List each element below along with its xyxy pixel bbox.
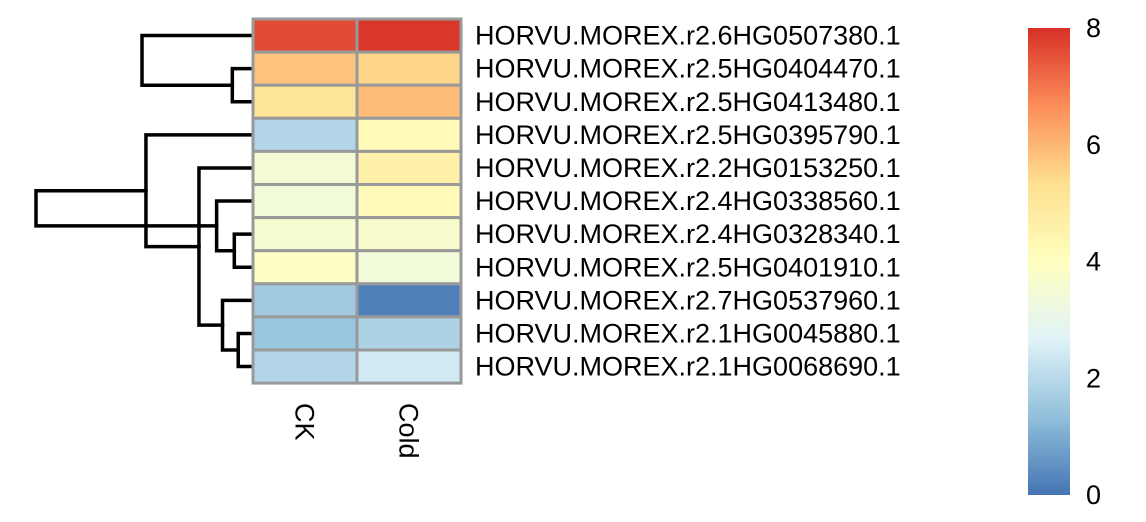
color-legend: 0 2 4 6 8	[1028, 13, 1101, 510]
row-label: HORVU.MOREX.r2.5HG0413480.1	[475, 87, 901, 117]
heatmap-cell	[355, 348, 463, 385]
legend-tick-label: 8	[1086, 13, 1101, 43]
heatmap-cell	[355, 216, 463, 253]
dendrogram-branch	[220, 298, 252, 352]
heatmap-cell	[251, 183, 359, 220]
dendrogram-branch	[140, 33, 252, 87]
heatmap-cell	[355, 149, 463, 186]
row-label: HORVU.MOREX.r2.1HG0045880.1	[475, 318, 901, 348]
dendrogram-branch	[230, 66, 252, 104]
row-label: HORVU.MOREX.r2.5HG0401910.1	[475, 252, 901, 282]
row-dendrogram	[34, 33, 252, 369]
row-label: HORVU.MOREX.r2.2HG0153250.1	[475, 153, 901, 183]
legend-tick-label: 2	[1086, 363, 1101, 393]
column-label: Cold	[394, 403, 424, 459]
heatmap-cell	[251, 249, 359, 286]
heatmap-cell	[355, 83, 463, 120]
heatmap-cell	[355, 315, 463, 352]
row-label: HORVU.MOREX.r2.7HG0537960.1	[475, 285, 901, 315]
heatmap-cell	[355, 116, 463, 153]
heatmap-cell	[251, 149, 359, 186]
heatmap-cell	[251, 216, 359, 253]
heatmap-cell	[251, 348, 359, 385]
dendrogram-branch	[236, 331, 252, 369]
heatmap-cell	[355, 50, 463, 87]
color-legend-bar	[1028, 28, 1070, 495]
row-label: HORVU.MOREX.r2.5HG0395790.1	[475, 120, 901, 150]
row-label: HORVU.MOREX.r2.5HG0404470.1	[475, 54, 901, 84]
heatmap-cells	[251, 17, 463, 385]
heatmap-cell	[251, 17, 359, 54]
legend-tick-label: 4	[1086, 247, 1101, 277]
heatmap-cell	[251, 282, 359, 319]
heatmap-cell	[251, 50, 359, 87]
column-labels: CK Cold	[290, 403, 424, 459]
column-label: CK	[290, 403, 320, 441]
row-label: HORVU.MOREX.r2.6HG0507380.1	[475, 21, 901, 51]
row-label: HORVU.MOREX.r2.1HG0068690.1	[475, 352, 901, 382]
legend-tick-label: 0	[1086, 480, 1101, 510]
row-label: HORVU.MOREX.r2.4HG0328340.1	[475, 219, 901, 249]
heatmap-cell	[355, 249, 463, 286]
row-label: HORVU.MOREX.r2.4HG0338560.1	[475, 186, 901, 216]
legend-tick-label: 6	[1086, 130, 1101, 160]
dendrogram-branch	[232, 232, 252, 269]
heatmap-cell	[355, 17, 463, 54]
heatmap-cell	[251, 83, 359, 120]
heatmap-cell	[251, 315, 359, 352]
heatmap-cell	[251, 116, 359, 153]
dendrogram-branch	[34, 188, 219, 228]
heatmap-cell	[355, 183, 463, 220]
heatmap-cell	[355, 282, 463, 319]
row-labels: HORVU.MOREX.r2.6HG0507380.1HORVU.MOREX.r…	[475, 21, 901, 382]
